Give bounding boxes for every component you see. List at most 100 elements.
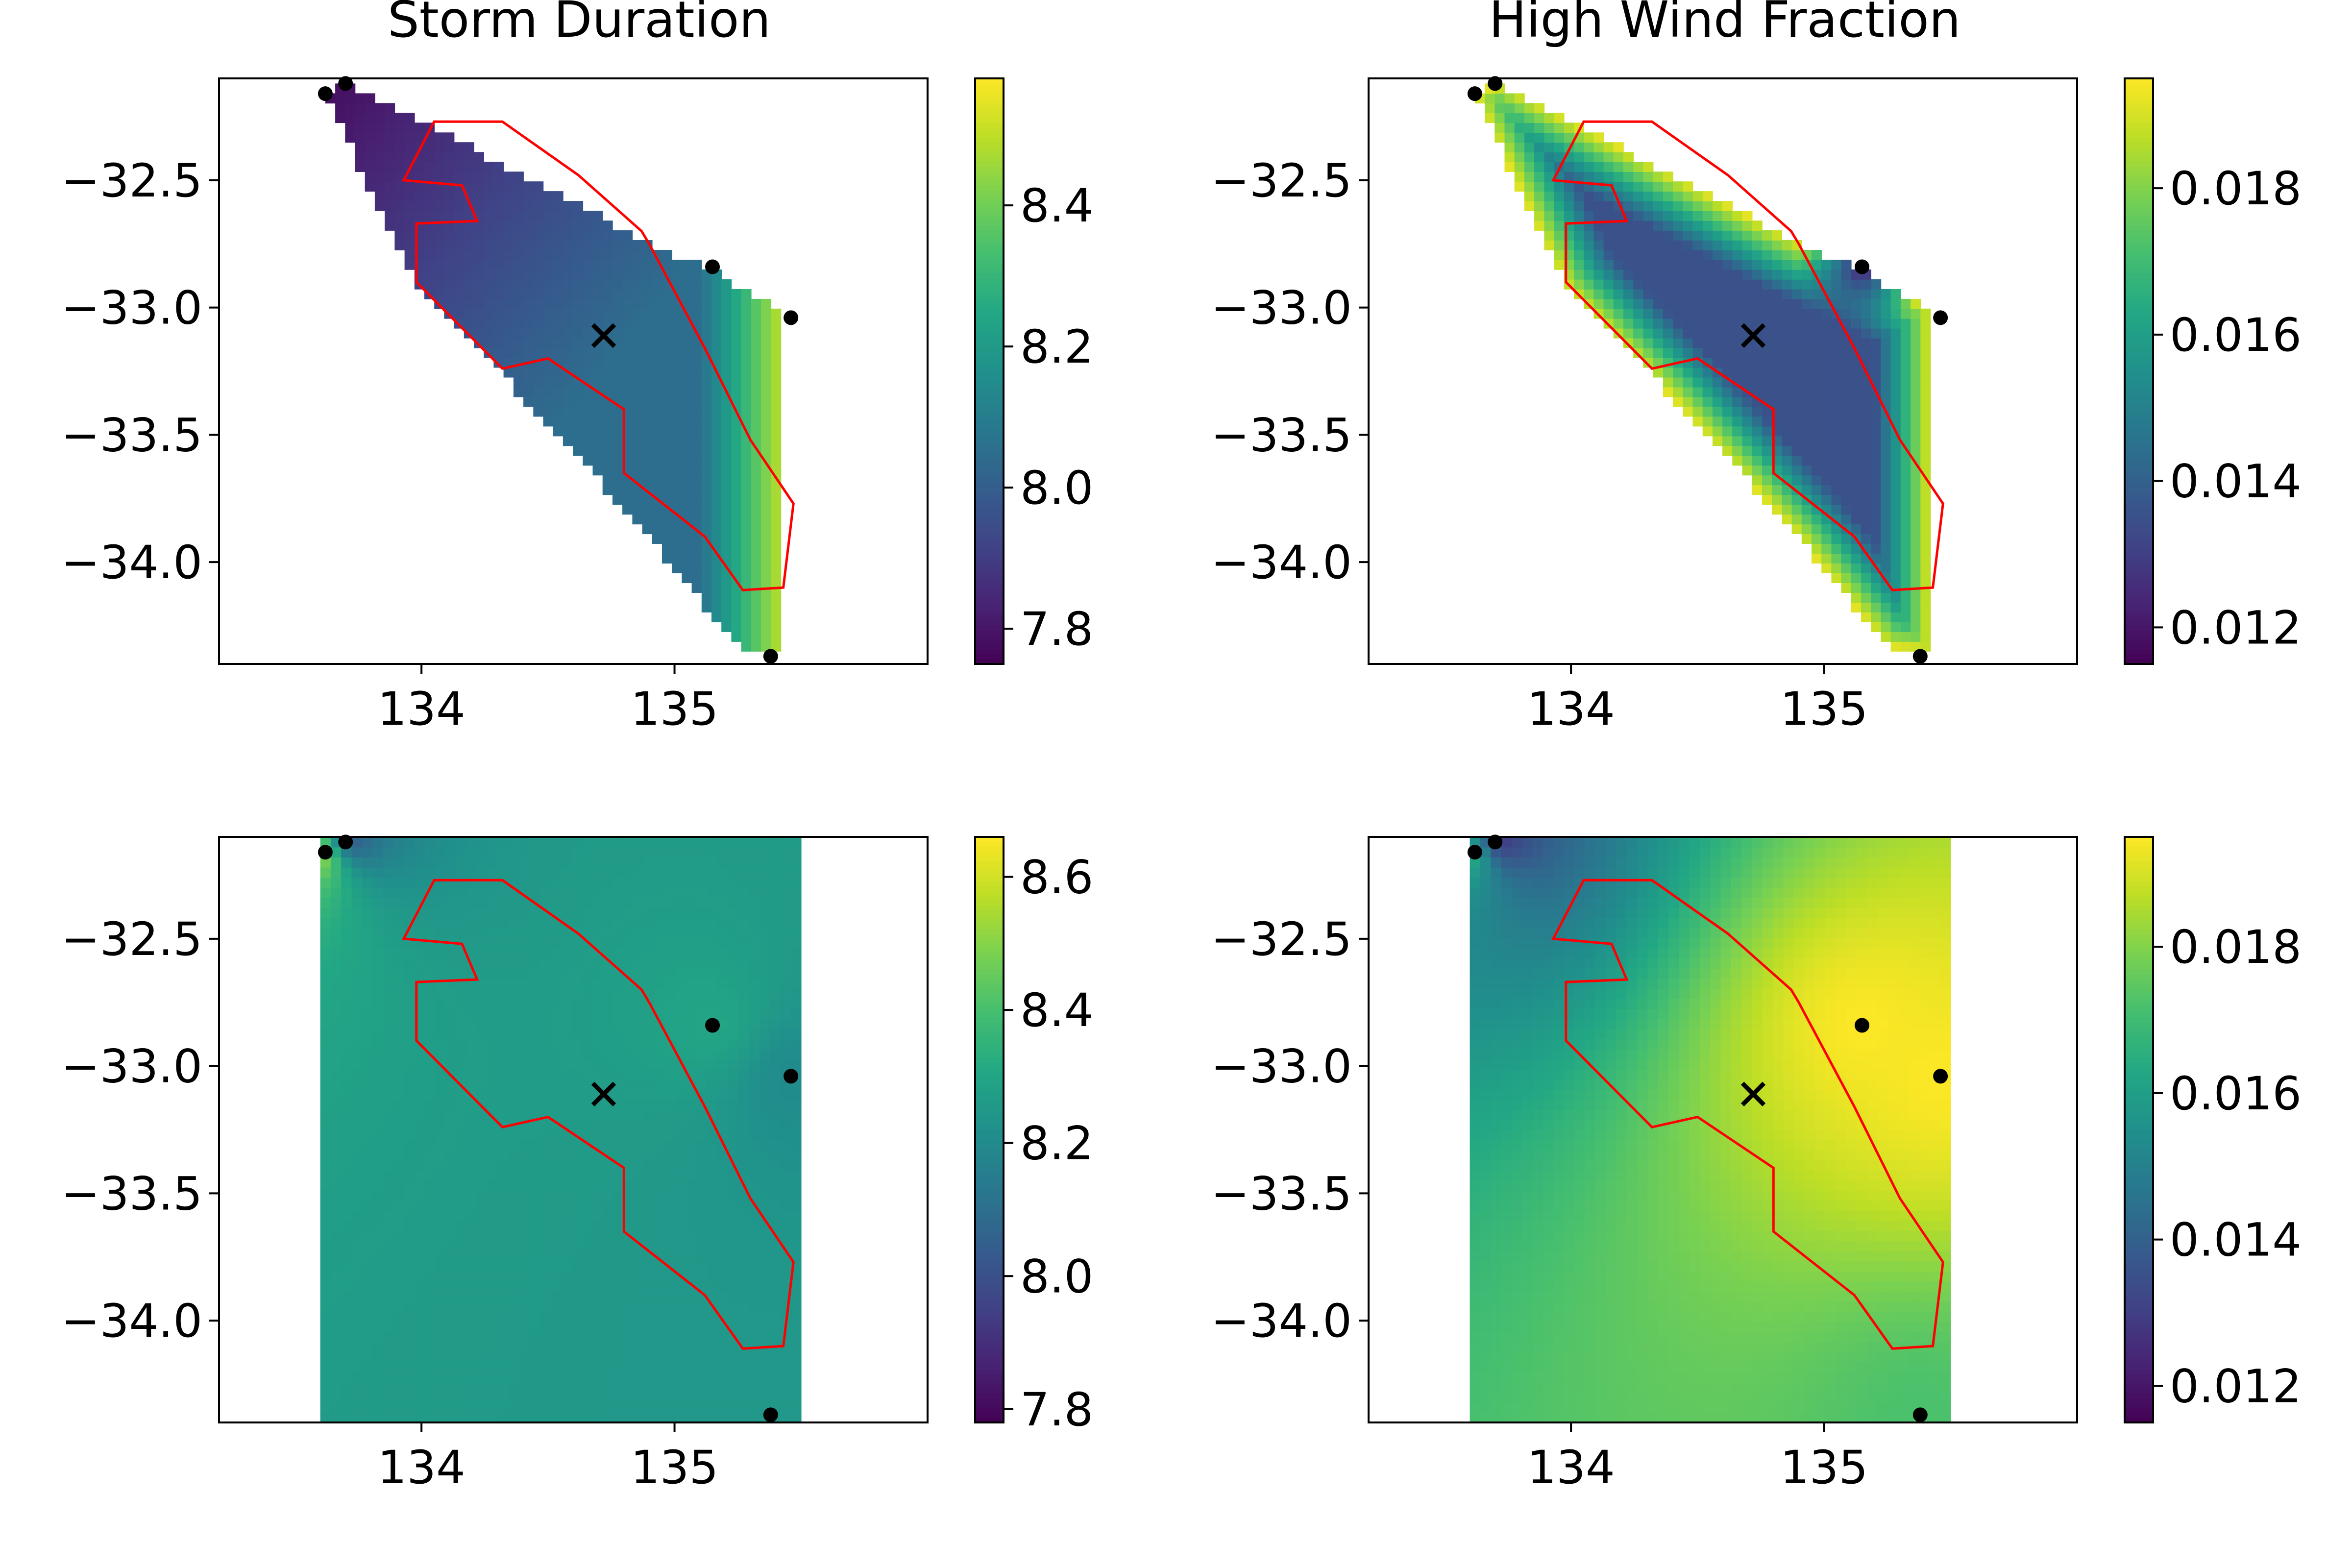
- heatmap-cell: [394, 152, 405, 162]
- heatmap-cell: [362, 1029, 373, 1039]
- heatmap-cell: [1890, 465, 1901, 476]
- heatmap-cell: [581, 867, 592, 878]
- colorbar-step: [975, 88, 1004, 94]
- heatmap-cell: [686, 857, 697, 868]
- heatmap-cell: [581, 1261, 592, 1272]
- heatmap-cell: [1673, 387, 1684, 397]
- heatmap-cell: [341, 978, 352, 989]
- heatmap-cell: [424, 1362, 436, 1372]
- heatmap-cell: [330, 1200, 342, 1211]
- heatmap-cell: [477, 1342, 488, 1352]
- heatmap-cell: [642, 445, 653, 456]
- heatmap-cell: [573, 347, 584, 358]
- colorbar-step: [2125, 137, 2153, 143]
- heatmap-cell: [731, 563, 742, 573]
- heatmap-cell: [456, 1322, 467, 1332]
- colorbar-step: [975, 210, 1004, 216]
- heatmap-cell: [464, 181, 474, 192]
- heatmap-cell: [571, 1261, 582, 1272]
- colorbar-step: [2125, 439, 2153, 445]
- heatmap-cell: [508, 1099, 519, 1110]
- heatmap-cell: [1663, 328, 1673, 339]
- colorbar-step: [975, 600, 1004, 606]
- heatmap-cell: [583, 357, 593, 368]
- heatmap-cell: [414, 968, 425, 979]
- colorbar-step: [2125, 224, 2153, 230]
- heatmap-cell: [320, 1049, 331, 1060]
- heatmap-cell: [518, 1220, 530, 1231]
- heatmap-cell: [644, 1372, 655, 1383]
- heatmap-cell: [612, 1281, 624, 1292]
- heatmap-cell: [1851, 406, 1862, 417]
- heatmap-cell: [341, 1382, 352, 1393]
- heatmap-cell: [738, 867, 749, 878]
- heatmap-cell: [602, 1059, 613, 1070]
- heatmap-cell: [665, 1241, 676, 1251]
- heatmap-cell: [477, 917, 488, 929]
- heatmap-cell: [581, 1099, 592, 1110]
- heatmap-cell: [320, 1129, 331, 1140]
- heatmap-cell: [751, 573, 761, 583]
- heatmap-cell: [1881, 494, 1891, 505]
- heatmap-cell: [652, 504, 662, 515]
- heatmap-cell: [1861, 318, 1871, 329]
- heatmap-cell: [1861, 524, 1871, 535]
- heatmap-cell: [550, 1200, 561, 1211]
- colorbar-step: [2125, 269, 2153, 274]
- heatmap-cell: [1900, 338, 1911, 348]
- heatmap-cell: [655, 1079, 666, 1090]
- heatmap-cell: [1722, 328, 1733, 339]
- heatmap-cell: [533, 220, 544, 231]
- heatmap-cell: [508, 837, 519, 848]
- heatmap-cell: [623, 1109, 635, 1120]
- colorbar-step: [2125, 234, 2153, 240]
- heatmap-cell: [404, 1412, 415, 1423]
- heatmap-cell: [675, 1402, 686, 1413]
- heatmap-cell: [592, 1250, 603, 1262]
- heatmap-cell: [508, 1049, 519, 1060]
- heatmap-cell: [1603, 220, 1614, 231]
- heatmap-cell: [642, 318, 653, 329]
- heatmap-cell: [414, 1271, 425, 1282]
- heatmap-cell: [320, 1261, 331, 1272]
- heatmap-cell: [563, 416, 573, 427]
- heatmap-cell: [372, 1109, 384, 1120]
- heatmap-cell: [362, 1271, 373, 1282]
- heatmap-cell: [563, 279, 573, 290]
- heatmap-cell: [1821, 553, 1832, 564]
- heatmap-cell: [759, 877, 770, 888]
- heatmap-cell: [583, 347, 593, 358]
- heatmap-cell: [612, 938, 624, 949]
- heatmap-cell: [414, 1119, 425, 1130]
- heatmap-cell: [513, 260, 524, 270]
- heatmap-cell: [477, 1412, 488, 1423]
- heatmap-cell: [550, 968, 561, 979]
- heatmap-cell: [1851, 563, 1862, 573]
- heatmap-cell: [320, 1402, 331, 1413]
- heatmap-cell: [393, 968, 404, 979]
- heatmap-cell: [351, 1261, 363, 1272]
- heatmap-cell: [456, 857, 467, 868]
- heatmap-cell: [728, 1069, 739, 1080]
- heatmap-cell: [393, 1140, 404, 1151]
- heatmap-cell: [634, 1029, 645, 1039]
- heatmap-cell: [1663, 308, 1673, 319]
- heatmap-cell: [466, 1150, 478, 1161]
- colorbar-step: [975, 444, 1004, 450]
- heatmap-cell: [466, 1049, 478, 1060]
- heatmap-cell: [477, 1170, 488, 1181]
- heatmap-cell: [665, 958, 676, 969]
- heatmap-cell: [665, 1311, 676, 1322]
- colorbar-step: [975, 395, 1004, 401]
- heatmap-cell: [456, 1382, 467, 1393]
- heatmap-cell: [682, 328, 692, 339]
- heatmap-cell: [592, 1351, 603, 1363]
- heatmap-cell: [434, 230, 445, 241]
- heatmap-cell: [644, 948, 655, 958]
- heatmap-cell: [503, 181, 514, 192]
- colorbar-step: [2125, 122, 2153, 128]
- heatmap-cell: [1791, 494, 1802, 505]
- heatmap-cell: [1702, 230, 1713, 241]
- heatmap-cell: [1861, 465, 1871, 476]
